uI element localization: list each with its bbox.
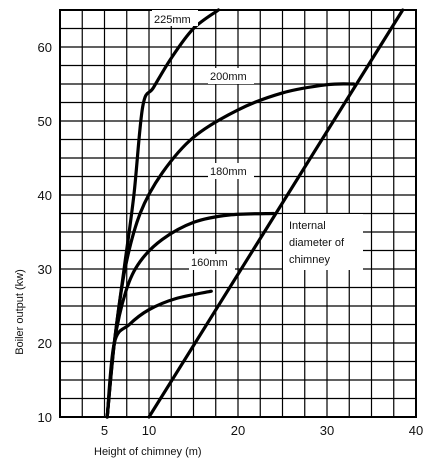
annotation-line-3: chimney <box>289 254 330 266</box>
series-label-180mm-bg <box>208 163 254 179</box>
grid <box>59 9 417 418</box>
series-label-160mm-bg <box>189 254 235 270</box>
y-tick-label: 50 <box>38 114 52 129</box>
series-line-160mm <box>105 289 213 419</box>
series-label-160mm: 160mm <box>191 257 228 269</box>
series-line-200mm <box>105 82 356 419</box>
annotation-line-2: diameter of <box>289 237 345 249</box>
series-label-225mm-bg <box>152 10 198 26</box>
plot-frame <box>59 9 417 418</box>
y-tick-label: 30 <box>38 262 52 277</box>
y-tick-label: 10 <box>38 410 52 425</box>
curves <box>105 8 405 419</box>
series-label-180mm: 180mm <box>210 166 247 178</box>
x-axis-title: Height of chimney (m) <box>94 446 202 458</box>
x-tick-label: 5 <box>101 423 108 438</box>
series-line-internal-diameter-of-chimney <box>147 8 405 419</box>
y-axis-title: Boiler output (kw) <box>14 269 26 355</box>
x-tick-label: 20 <box>231 423 245 438</box>
y-tick-label: 60 <box>38 40 52 55</box>
annotation-line-1: Internal <box>289 220 326 232</box>
y-tick-label: 40 <box>38 188 52 203</box>
series-label-225mm: 225mm <box>154 14 191 26</box>
x-tick-label: 10 <box>142 423 156 438</box>
x-tick-label: 40 <box>409 423 423 438</box>
axes: Height of chimney (m) Boiler output (kw)… <box>14 40 423 458</box>
y-tick-label: 20 <box>38 336 52 351</box>
series-label-200mm-bg <box>208 68 254 84</box>
x-tick-label: 30 <box>320 423 334 438</box>
annotation-box <box>283 214 363 270</box>
labels: Internal diameter of chimney 225mm 200mm… <box>152 10 363 270</box>
series-label-200mm: 200mm <box>210 71 247 83</box>
